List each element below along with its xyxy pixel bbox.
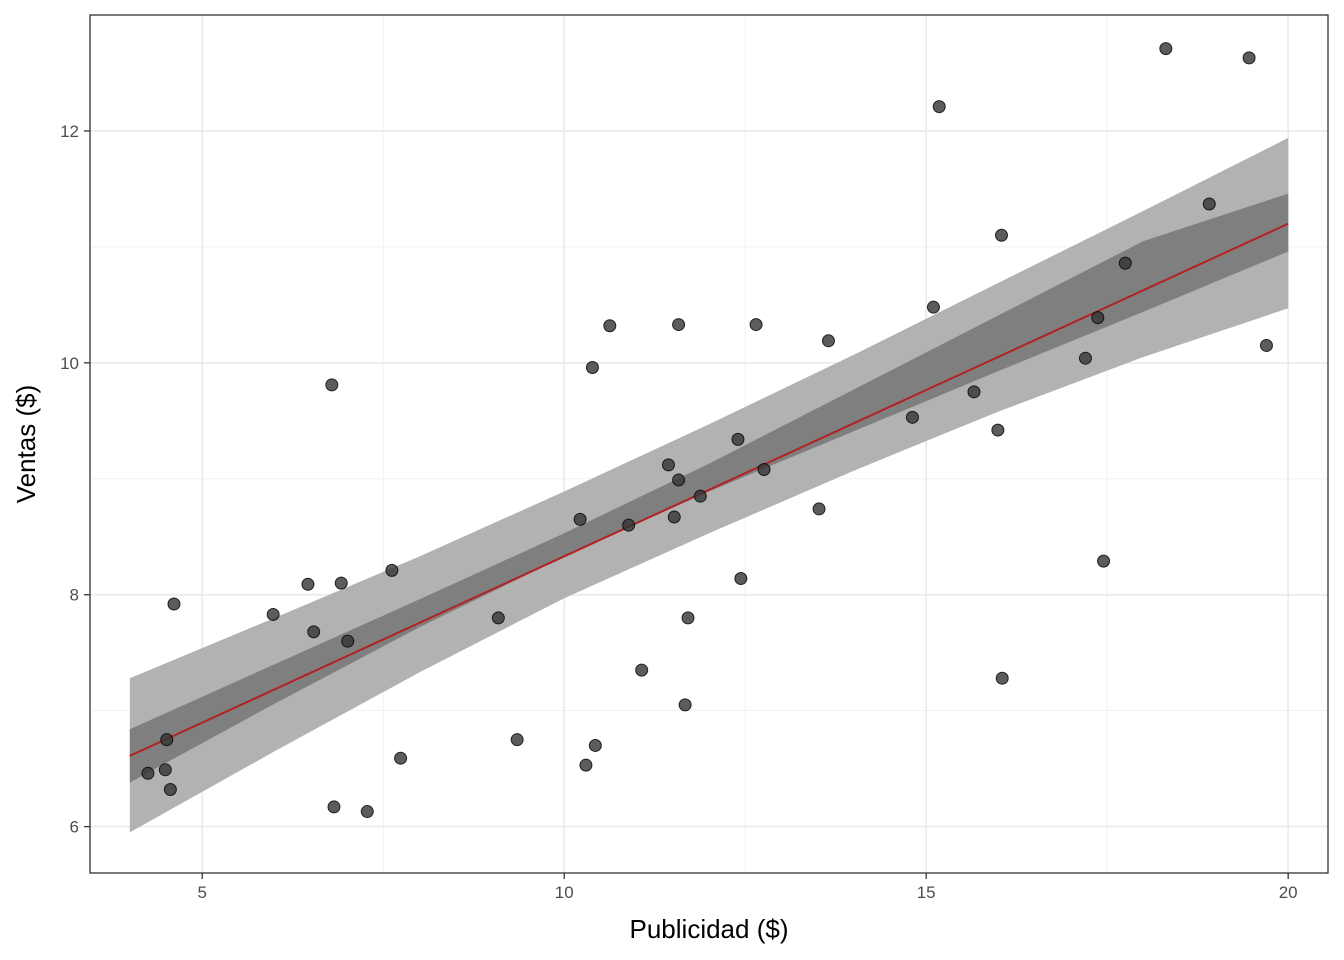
data-point [1091, 311, 1105, 325]
data-points [141, 42, 1273, 819]
data-point [163, 783, 177, 797]
data-point [1259, 338, 1273, 352]
data-point [812, 502, 826, 516]
data-point [573, 512, 587, 526]
data-point [579, 758, 593, 772]
x-axis: 5 10 15 20 [197, 873, 1298, 902]
data-point [341, 634, 355, 648]
data-point [734, 571, 748, 585]
data-point [667, 510, 681, 524]
major-gridlines [90, 15, 1328, 873]
y-axis: 6 8 10 12 [60, 122, 90, 837]
data-point [635, 663, 649, 677]
data-point [994, 228, 1008, 242]
data-point [661, 458, 675, 472]
data-point [622, 518, 636, 532]
data-point [360, 805, 374, 819]
data-point [731, 432, 745, 446]
x-tick-label: 10 [555, 883, 574, 902]
data-point [491, 611, 505, 625]
data-point [821, 334, 835, 348]
data-point [325, 378, 339, 392]
data-point [385, 563, 399, 577]
x-tick-label: 5 [197, 883, 206, 902]
y-tick-label: 6 [70, 818, 79, 837]
data-point [681, 611, 695, 625]
data-point [588, 738, 602, 752]
data-point [1159, 42, 1173, 56]
y-tick-label: 8 [70, 586, 79, 605]
data-point [995, 671, 1009, 685]
data-point [967, 385, 981, 399]
y-tick-label: 12 [60, 122, 79, 141]
data-point [991, 423, 1005, 437]
bands [129, 137, 1289, 833]
data-point [693, 489, 707, 503]
data-point [678, 698, 692, 712]
data-point [167, 597, 181, 611]
data-point [672, 318, 686, 332]
data-point [1242, 51, 1256, 65]
data-point [327, 800, 341, 814]
data-point [603, 319, 617, 333]
data-point [672, 473, 686, 487]
data-point [757, 463, 771, 477]
plot-border [89, 14, 1329, 874]
data-point [749, 318, 763, 332]
data-point [1202, 197, 1216, 211]
data-point [1078, 351, 1092, 365]
data-point [307, 625, 321, 639]
confidence-band [129, 193, 1289, 783]
data-point [394, 751, 408, 765]
data-point [1118, 256, 1132, 270]
data-point [1097, 554, 1111, 568]
x-axis-title: Publicidad ($) [630, 914, 789, 944]
x-tick-label: 15 [917, 883, 936, 902]
data-point [334, 576, 348, 590]
data-point [585, 360, 599, 374]
data-point [926, 300, 940, 314]
data-point [158, 763, 172, 777]
y-tick-label: 10 [60, 354, 79, 373]
x-tick-label: 20 [1279, 883, 1298, 902]
data-point [905, 410, 919, 424]
data-point [266, 607, 280, 621]
data-point [301, 577, 315, 591]
y-axis-title: Ventas ($) [11, 385, 41, 504]
data-point [932, 100, 946, 114]
data-point [160, 733, 174, 747]
data-point [141, 766, 155, 780]
data-point [510, 733, 524, 747]
